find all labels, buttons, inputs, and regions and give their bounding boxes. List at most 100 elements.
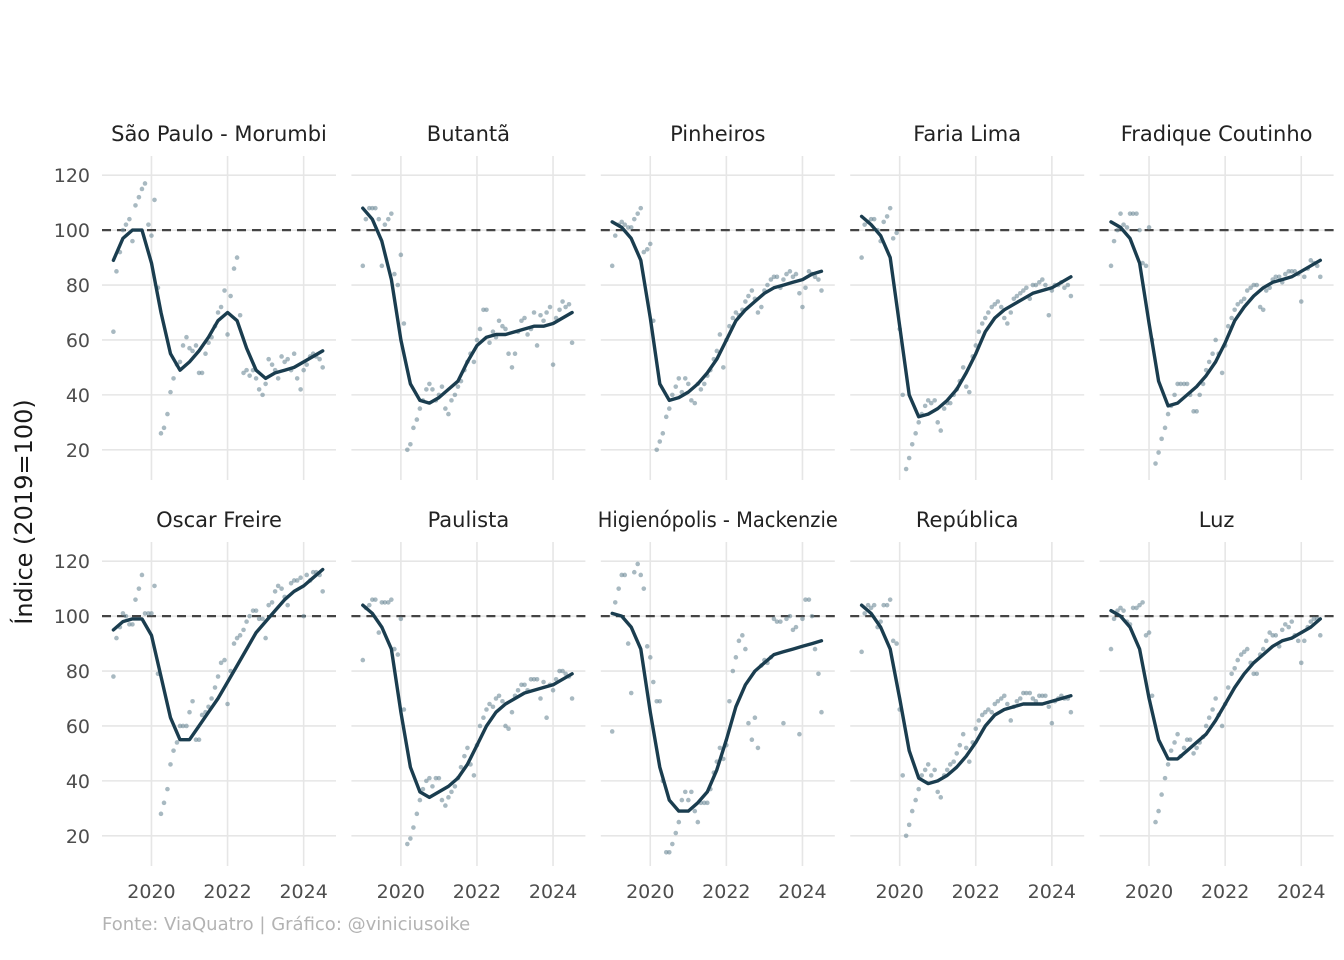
- data-point: [686, 381, 691, 387]
- data-points: [1108, 600, 1323, 825]
- data-point: [550, 362, 556, 367]
- data-point: [471, 773, 477, 778]
- facet-title: Butantã: [427, 122, 510, 146]
- data-point: [544, 715, 549, 721]
- data-point: [130, 622, 135, 627]
- data-point: [717, 745, 723, 751]
- data-point: [1162, 425, 1168, 431]
- data-point: [947, 400, 953, 406]
- facet-title: Faria Lima: [913, 122, 1021, 146]
- data-point: [120, 611, 126, 616]
- data-point: [887, 597, 893, 602]
- data-point: [1273, 274, 1279, 280]
- data-point: [887, 205, 893, 211]
- data-point: [1121, 608, 1126, 613]
- data-point: [263, 381, 268, 387]
- data-point: [389, 211, 394, 216]
- data-point: [1118, 211, 1123, 216]
- data-point: [241, 627, 246, 633]
- data-point: [190, 698, 195, 704]
- data-point: [503, 326, 508, 332]
- data-point: [190, 348, 195, 354]
- x-tick-label: 2024: [778, 881, 826, 903]
- data-point: [563, 304, 568, 310]
- data-point: [966, 389, 972, 395]
- trend-line: [111, 567, 325, 742]
- data-point: [541, 318, 546, 324]
- data-point: [114, 269, 119, 274]
- data-point: [452, 784, 458, 789]
- data-point: [670, 841, 675, 847]
- data-point: [941, 406, 947, 411]
- data-point: [1005, 701, 1010, 707]
- facet-title: República: [916, 508, 1019, 532]
- data-point: [1124, 225, 1130, 230]
- trend-line: [610, 611, 824, 813]
- data-point: [884, 214, 890, 219]
- data-point: [317, 356, 322, 362]
- data-point: [493, 696, 499, 701]
- data-point: [647, 241, 653, 247]
- data-point: [989, 709, 995, 715]
- data-point: [1021, 288, 1026, 293]
- data-point: [256, 387, 262, 392]
- data-point: [218, 660, 224, 666]
- data-point: [184, 723, 189, 729]
- data-point: [1153, 819, 1158, 825]
- data-point: [1140, 600, 1145, 605]
- data-point: [215, 310, 221, 315]
- x-tick-label: 2024: [1028, 881, 1076, 903]
- facet-panel: Pinheiros: [600, 122, 835, 480]
- data-point: [641, 586, 647, 591]
- data-point: [455, 384, 461, 389]
- data-point: [647, 655, 653, 660]
- data-point: [689, 398, 694, 403]
- data-point: [771, 616, 777, 622]
- data-point: [1206, 715, 1212, 721]
- data-point: [193, 343, 199, 348]
- data-point: [174, 740, 180, 745]
- data-point: [133, 597, 138, 602]
- data-point: [171, 748, 176, 753]
- data-point: [1213, 337, 1218, 343]
- data-point: [509, 365, 515, 370]
- data-point: [171, 376, 176, 381]
- data-point: [398, 616, 404, 622]
- data-point: [199, 370, 205, 376]
- facet-panel: Faria Lima: [850, 122, 1085, 480]
- data-point: [184, 334, 189, 340]
- data-point: [405, 841, 410, 847]
- data-point: [222, 657, 227, 663]
- data-point: [906, 455, 912, 461]
- data-point: [411, 425, 416, 431]
- data-point: [913, 431, 918, 436]
- data-point: [1302, 274, 1307, 280]
- data-point: [1210, 351, 1215, 356]
- data-point: [1257, 304, 1263, 310]
- data-point: [884, 602, 890, 608]
- data-point: [727, 323, 732, 329]
- data-point: [269, 362, 275, 367]
- data-point: [787, 269, 793, 274]
- y-tick-label: 60: [66, 330, 90, 352]
- data-point: [862, 222, 867, 227]
- data-point: [976, 718, 982, 723]
- data-point: [414, 417, 420, 422]
- x-tick-label: 2020: [127, 881, 175, 903]
- data-point: [395, 282, 401, 288]
- data-point: [187, 345, 192, 351]
- data-point: [196, 737, 202, 742]
- data-point: [979, 321, 985, 326]
- data-point: [1219, 370, 1225, 376]
- data-point: [1317, 633, 1323, 638]
- data-point: [790, 274, 796, 280]
- y-tick-label: 100: [54, 220, 90, 242]
- data-point: [360, 657, 366, 663]
- y-tick-label: 20: [66, 826, 90, 848]
- data-point: [1276, 644, 1282, 649]
- data-point: [1130, 211, 1136, 216]
- data-point: [676, 376, 682, 381]
- data-point: [446, 795, 451, 800]
- data-point: [177, 359, 183, 365]
- data-point: [298, 575, 303, 580]
